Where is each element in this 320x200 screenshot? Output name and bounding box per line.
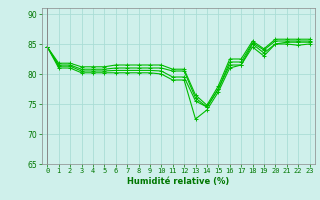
X-axis label: Humidité relative (%): Humidité relative (%) <box>127 177 229 186</box>
